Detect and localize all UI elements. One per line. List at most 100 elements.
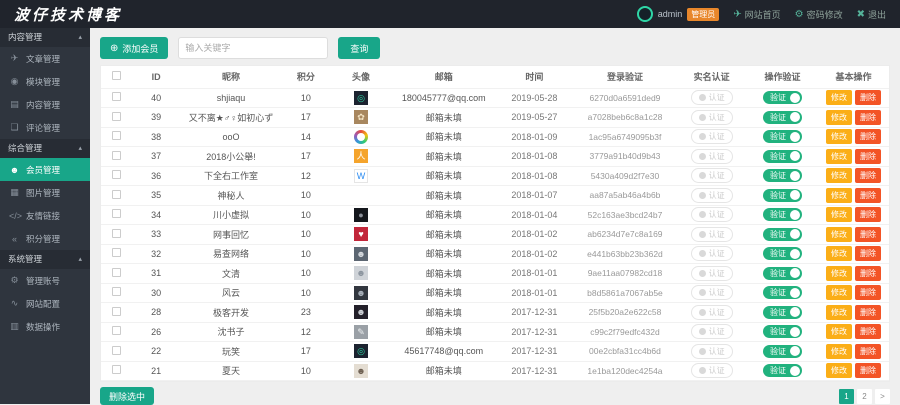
realname-auth-toggle[interactable]: 认证	[690, 168, 733, 184]
operation-verify-toggle[interactable]: 验证	[763, 247, 803, 261]
delete-button[interactable]: 删除	[855, 304, 881, 320]
row-checkbox[interactable]	[112, 150, 122, 160]
delete-button[interactable]: 删除	[855, 148, 881, 164]
realname-auth-toggle[interactable]: 认证	[690, 226, 733, 242]
row-checkbox[interactable]	[112, 228, 122, 238]
sidebar-section-title[interactable]: 综合管理 ▴	[0, 139, 90, 158]
operation-verify-toggle[interactable]: 验证	[763, 286, 803, 300]
delete-button[interactable]: 删除	[855, 129, 881, 145]
realname-auth-toggle[interactable]: 认证	[690, 90, 733, 106]
query-button[interactable]: 查询	[338, 37, 381, 59]
delete-button[interactable]: 删除	[855, 109, 881, 125]
next-page-button[interactable]: >	[875, 388, 890, 404]
delete-button[interactable]: 删除	[855, 207, 881, 223]
row-checkbox[interactable]	[112, 209, 122, 219]
edit-button[interactable]: 修改	[826, 207, 852, 223]
sidebar-item-points-management[interactable]: « 积分管理	[0, 227, 90, 250]
delete-button[interactable]: 删除	[855, 90, 881, 106]
sidebar-item-admin-account[interactable]: ⚙ 管理账号	[0, 269, 90, 292]
operation-verify-toggle[interactable]: 验证	[763, 91, 803, 105]
delete-button[interactable]: 删除	[855, 226, 881, 242]
delete-button[interactable]: 删除	[855, 285, 881, 301]
realname-auth-toggle[interactable]: 认证	[690, 148, 733, 164]
edit-button[interactable]: 修改	[826, 129, 852, 145]
operation-verify-toggle[interactable]: 验证	[763, 325, 803, 339]
operation-verify-toggle[interactable]: 验证	[763, 227, 803, 241]
sidebar-item-site-config[interactable]: ∿ 网站配置	[0, 292, 90, 315]
operation-verify-toggle[interactable]: 验证	[763, 344, 803, 358]
delete-button[interactable]: 删除	[855, 246, 881, 262]
edit-button[interactable]: 修改	[826, 109, 852, 125]
operation-verify-toggle[interactable]: 验证	[763, 208, 803, 222]
delete-selected-button[interactable]: 删除选中	[100, 387, 155, 405]
realname-auth-toggle[interactable]: 认证	[690, 343, 733, 359]
row-checkbox[interactable]	[112, 131, 122, 141]
password-change-link[interactable]: ⚙ 密码修改	[795, 8, 843, 21]
row-checkbox[interactable]	[112, 170, 122, 180]
operation-verify-toggle[interactable]: 验证	[763, 364, 803, 378]
row-checkbox[interactable]	[112, 306, 122, 316]
edit-button[interactable]: 修改	[826, 187, 852, 203]
delete-button[interactable]: 删除	[855, 187, 881, 203]
logout-link[interactable]: ✖ 退出	[857, 8, 886, 21]
sidebar-item-module-management[interactable]: ◉ 模块管理	[0, 70, 90, 93]
edit-button[interactable]: 修改	[826, 285, 852, 301]
row-checkbox[interactable]	[112, 326, 122, 336]
edit-button[interactable]: 修改	[826, 363, 852, 379]
add-member-button[interactable]: ⊕ 添加会员	[100, 37, 169, 59]
site-home-link[interactable]: ✈ 网站首页	[733, 8, 780, 21]
delete-button[interactable]: 删除	[855, 324, 881, 340]
row-checkbox[interactable]	[112, 345, 122, 355]
row-checkbox[interactable]	[112, 287, 122, 297]
realname-auth-toggle[interactable]: 认证	[690, 207, 733, 223]
delete-button[interactable]: 删除	[855, 265, 881, 281]
search-input[interactable]	[178, 37, 329, 59]
row-checkbox[interactable]	[112, 267, 122, 277]
sidebar-item-friend-links[interactable]: </> 友情链接	[0, 204, 90, 227]
sidebar-section-title[interactable]: 系统管理 ▴	[0, 250, 90, 269]
row-checkbox[interactable]	[112, 248, 122, 258]
row-checkbox[interactable]	[112, 365, 122, 375]
row-checkbox[interactable]	[112, 111, 122, 121]
edit-button[interactable]: 修改	[826, 246, 852, 262]
delete-button[interactable]: 删除	[855, 343, 881, 359]
select-all-checkbox[interactable]	[112, 71, 122, 81]
row-checkbox[interactable]	[112, 189, 122, 199]
operation-verify-toggle[interactable]: 验证	[763, 110, 803, 124]
sidebar-item-content-management[interactable]: ▤ 内容管理	[0, 93, 90, 116]
realname-auth-toggle[interactable]: 认证	[690, 324, 733, 340]
page-button-2[interactable]: 2	[857, 388, 872, 404]
edit-button[interactable]: 修改	[826, 343, 852, 359]
delete-button[interactable]: 删除	[855, 168, 881, 184]
user-box[interactable]: admin 管理员	[636, 6, 720, 22]
realname-auth-toggle[interactable]: 认证	[690, 187, 733, 203]
operation-verify-toggle[interactable]: 验证	[763, 149, 803, 163]
realname-auth-toggle[interactable]: 认证	[690, 285, 733, 301]
edit-button[interactable]: 修改	[826, 168, 852, 184]
realname-auth-toggle[interactable]: 认证	[690, 109, 733, 125]
sidebar-item-article-management[interactable]: ✈ 文章管理	[0, 47, 90, 70]
operation-verify-toggle[interactable]: 验证	[763, 305, 803, 319]
sidebar-item-data-operations[interactable]: ▥ 数据操作	[0, 315, 90, 338]
edit-button[interactable]: 修改	[826, 324, 852, 340]
edit-button[interactable]: 修改	[826, 90, 852, 106]
realname-auth-toggle[interactable]: 认证	[690, 246, 733, 262]
realname-auth-toggle[interactable]: 认证	[690, 129, 733, 145]
operation-verify-toggle[interactable]: 验证	[763, 169, 803, 183]
edit-button[interactable]: 修改	[826, 265, 852, 281]
sidebar-item-member-management[interactable]: ☻ 会员管理	[0, 158, 90, 181]
edit-button[interactable]: 修改	[826, 226, 852, 242]
edit-button[interactable]: 修改	[826, 304, 852, 320]
page-button-1[interactable]: 1	[839, 388, 854, 404]
operation-verify-toggle[interactable]: 验证	[763, 266, 803, 280]
realname-auth-toggle[interactable]: 认证	[690, 265, 733, 281]
delete-button[interactable]: 删除	[855, 363, 881, 379]
sidebar-item-comment-management[interactable]: ❑ 评论管理	[0, 116, 90, 139]
operation-verify-toggle[interactable]: 验证	[763, 130, 803, 144]
row-checkbox[interactable]	[112, 92, 122, 102]
edit-button[interactable]: 修改	[826, 148, 852, 164]
realname-auth-toggle[interactable]: 认证	[690, 304, 733, 320]
sidebar-item-image-management[interactable]: ▦ 图片管理	[0, 181, 90, 204]
sidebar-section-title[interactable]: 内容管理 ▴	[0, 28, 90, 47]
realname-auth-toggle[interactable]: 认证	[690, 363, 733, 379]
